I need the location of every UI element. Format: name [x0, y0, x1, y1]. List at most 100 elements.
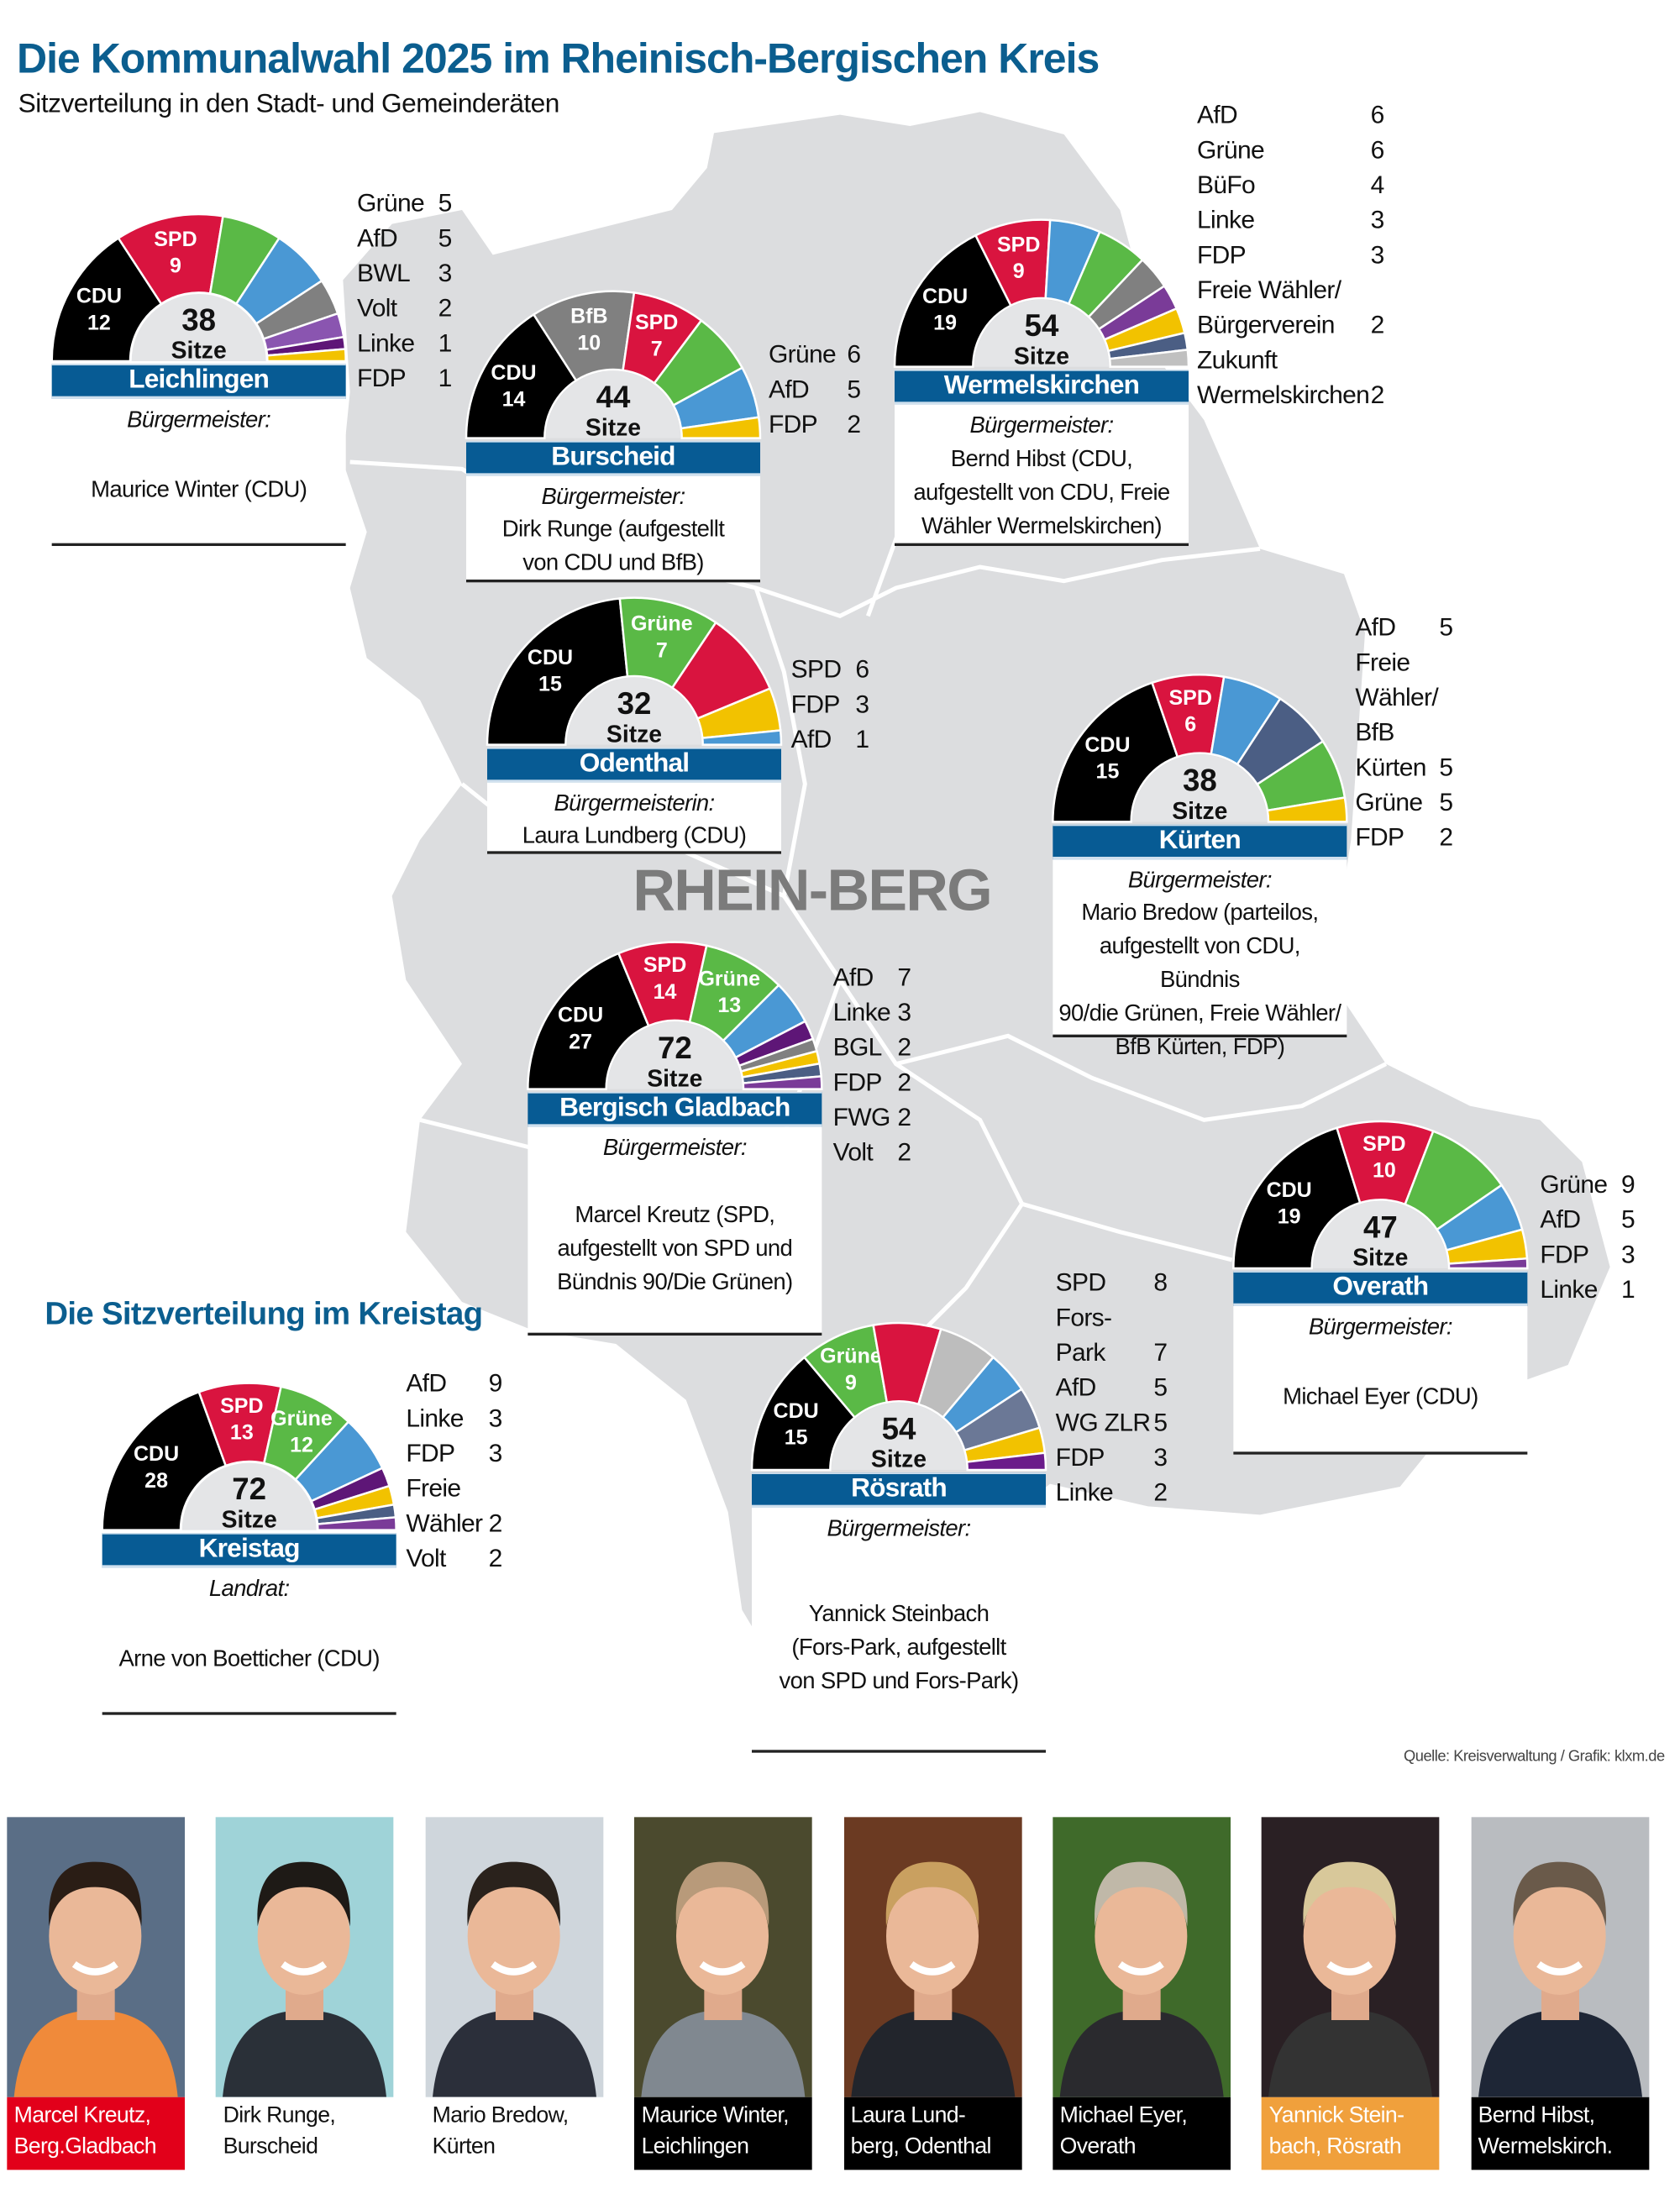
legend-item: SPD 8 — [1056, 1266, 1168, 1301]
legend-party-name: AfD — [769, 375, 810, 404]
office-holder-name: Bernd Hibst (CDU, aufgestellt von CDU, F… — [913, 445, 1170, 538]
legend-seat-value: 2 — [488, 1509, 503, 1538]
party-legend: AfD 6 Grüne 6 BüFo 4 Linke 3 FDP 3 Freie Wähler/ B… — [1197, 98, 1384, 413]
page-subtitle: Sitzverteilung in den Stadt- und Gemeind… — [18, 89, 560, 119]
legend-party-name: FDP — [1540, 1240, 1589, 1269]
office-label: Bürgermeister: — [541, 484, 685, 510]
office-label: Bürgermeister: — [1127, 868, 1273, 894]
legend-party-name: Grüne — [1540, 1170, 1608, 1199]
legend-seat-value: 5 — [1439, 753, 1453, 782]
chart-center — [567, 677, 702, 745]
legend-seat-value: 1 — [438, 328, 453, 358]
seats-label: Sitze — [647, 1065, 702, 1092]
legend-seat-value: 2 — [847, 410, 861, 438]
legend-party-name: AfD — [1197, 101, 1238, 129]
portrait-card: Bernd Hibst, Wermelskirch. — [1471, 1817, 1649, 2170]
segment-seat-value: 28 — [144, 1469, 168, 1493]
total-seats: 72 — [658, 1031, 692, 1065]
legend-party-name: FDP — [790, 690, 841, 719]
chart-center — [607, 1021, 743, 1089]
seat-segment-cdu — [465, 312, 578, 439]
party-legend: SPD 8 Fors-Park 7 AfD 5 WG ZLR 5 FDP 3 Linke 2 — [1056, 1266, 1168, 1511]
legend-party-name: Freie Wähler/ Bürgerverein — [1197, 276, 1341, 339]
legend-item: FDP 3 — [1197, 238, 1384, 273]
portrait-photo — [1262, 1817, 1440, 2097]
legend-party-name: FDP — [1197, 240, 1247, 270]
party-legend: Grüne 5 AfD 5 BWL 3 Volt 2 Linke 1 FDP 1 — [357, 186, 452, 396]
portrait-card: Laura Lund- berg, Odenthal — [843, 1817, 1021, 2170]
legend-item: FDP 2 — [769, 407, 861, 443]
seat-segment-linke — [965, 1451, 1047, 1472]
office-holder-box: Bürgermeister: Bernd Hibst (CDU, aufgeste… — [895, 404, 1189, 547]
seat-segment-cdu — [50, 236, 163, 363]
legend-item: Linke 3 — [1197, 203, 1384, 239]
seats-label: Sitze — [1352, 1245, 1408, 1272]
legend-seat-value: 6 — [847, 340, 861, 369]
legend-seat-value: 2 — [1370, 311, 1385, 339]
legend-seat-value: 5 — [1153, 1408, 1168, 1437]
legend-item: AfD 5 — [769, 372, 861, 407]
seat-segment-linke — [1447, 1257, 1529, 1270]
legend-item: Freie Wähler 2 — [406, 1472, 503, 1541]
chart-center — [131, 294, 266, 362]
portrait-card: Yannick Stein- bach, Rösrath — [1262, 1817, 1440, 2170]
chart-center — [1132, 754, 1268, 822]
seat-segment-fdp — [265, 348, 347, 363]
segment-seat-value: 14 — [654, 980, 677, 1004]
legend-item: Volt 2 — [833, 1136, 911, 1171]
segment-party-label: SPD — [635, 311, 678, 334]
legend-seat-value: 3 — [855, 690, 869, 719]
legend-item: FDP 1 — [357, 361, 452, 396]
office-holder-box: Bürgermeisterin: Laura Lundberg (CDU) — [487, 782, 782, 854]
seat-segment-cdu — [101, 1390, 228, 1531]
legend-party-name: AfD — [406, 1369, 447, 1398]
legend-party-name: FDP — [832, 1068, 883, 1097]
seat-segment-cdu — [527, 952, 650, 1090]
legend-seat-value: 7 — [1153, 1338, 1168, 1367]
office-holder-box: Landrat: Arne von Boetticher (CDU) — [102, 1567, 396, 1715]
legend-party-name: Volt — [357, 294, 397, 323]
legend-item: Grüne 6 — [769, 338, 861, 373]
legend-party-name: AfD — [357, 223, 398, 253]
segment-seat-value: 13 — [717, 994, 741, 1017]
portrait-photo — [634, 1817, 812, 2097]
seats-label: Sitze — [1172, 798, 1227, 825]
office-label: Bürgermeister: — [969, 412, 1114, 438]
segment-party-label: Grüne — [631, 612, 693, 636]
legend-party-name: Linke — [1055, 1478, 1114, 1507]
seats-label: Sitze — [171, 338, 227, 365]
chart-title-bar: Rösrath — [752, 1472, 1047, 1509]
legend-item: AfD 5 — [1056, 1371, 1168, 1406]
legend-party-name: Linke — [1540, 1275, 1598, 1304]
chart-center — [1313, 1201, 1448, 1269]
office-label: Landrat: — [208, 1576, 290, 1602]
legend-item: AfD 9 — [406, 1367, 502, 1402]
legend-party-name: FDP — [769, 410, 818, 438]
segment-party-label: Grüne — [820, 1345, 882, 1368]
legend-seat-value: 3 — [897, 998, 911, 1026]
legend-item: Volt 2 — [406, 1541, 502, 1577]
portrait-card: Mario Bredow, Kürten — [425, 1817, 603, 2170]
segment-party-label: Grüne — [698, 967, 760, 990]
office-holder-box: Bürgermeister: Yannick Steinbach (Fors-Pa… — [752, 1508, 1047, 1753]
seat-segment-fdp — [680, 416, 762, 439]
chart-title-bar: Wermelskirchen — [895, 370, 1189, 405]
seats-label: Sitze — [585, 414, 641, 441]
legend-party-name: BWL — [357, 259, 411, 287]
legend-seat-value: 5 — [438, 189, 453, 218]
legend-item: AfD 5 — [357, 221, 452, 256]
legend-item: FWG 2 — [833, 1100, 911, 1136]
segment-party-label: CDU — [558, 1004, 603, 1027]
legend-seat-value: 2 — [1439, 823, 1453, 852]
legend-seat-value: 3 — [438, 259, 453, 287]
total-seats: 54 — [882, 1411, 916, 1446]
portrait-caption: Laura Lund- berg, Odenthal — [843, 2097, 1021, 2170]
portrait-photo — [1053, 1817, 1231, 2097]
legend-item: AfD 5 — [1540, 1203, 1635, 1238]
map-region-label: RHEIN-BERG — [633, 857, 992, 923]
office-label: Bürgermeister: — [827, 1516, 971, 1542]
chart-title-bar: Kürten — [1053, 824, 1347, 860]
